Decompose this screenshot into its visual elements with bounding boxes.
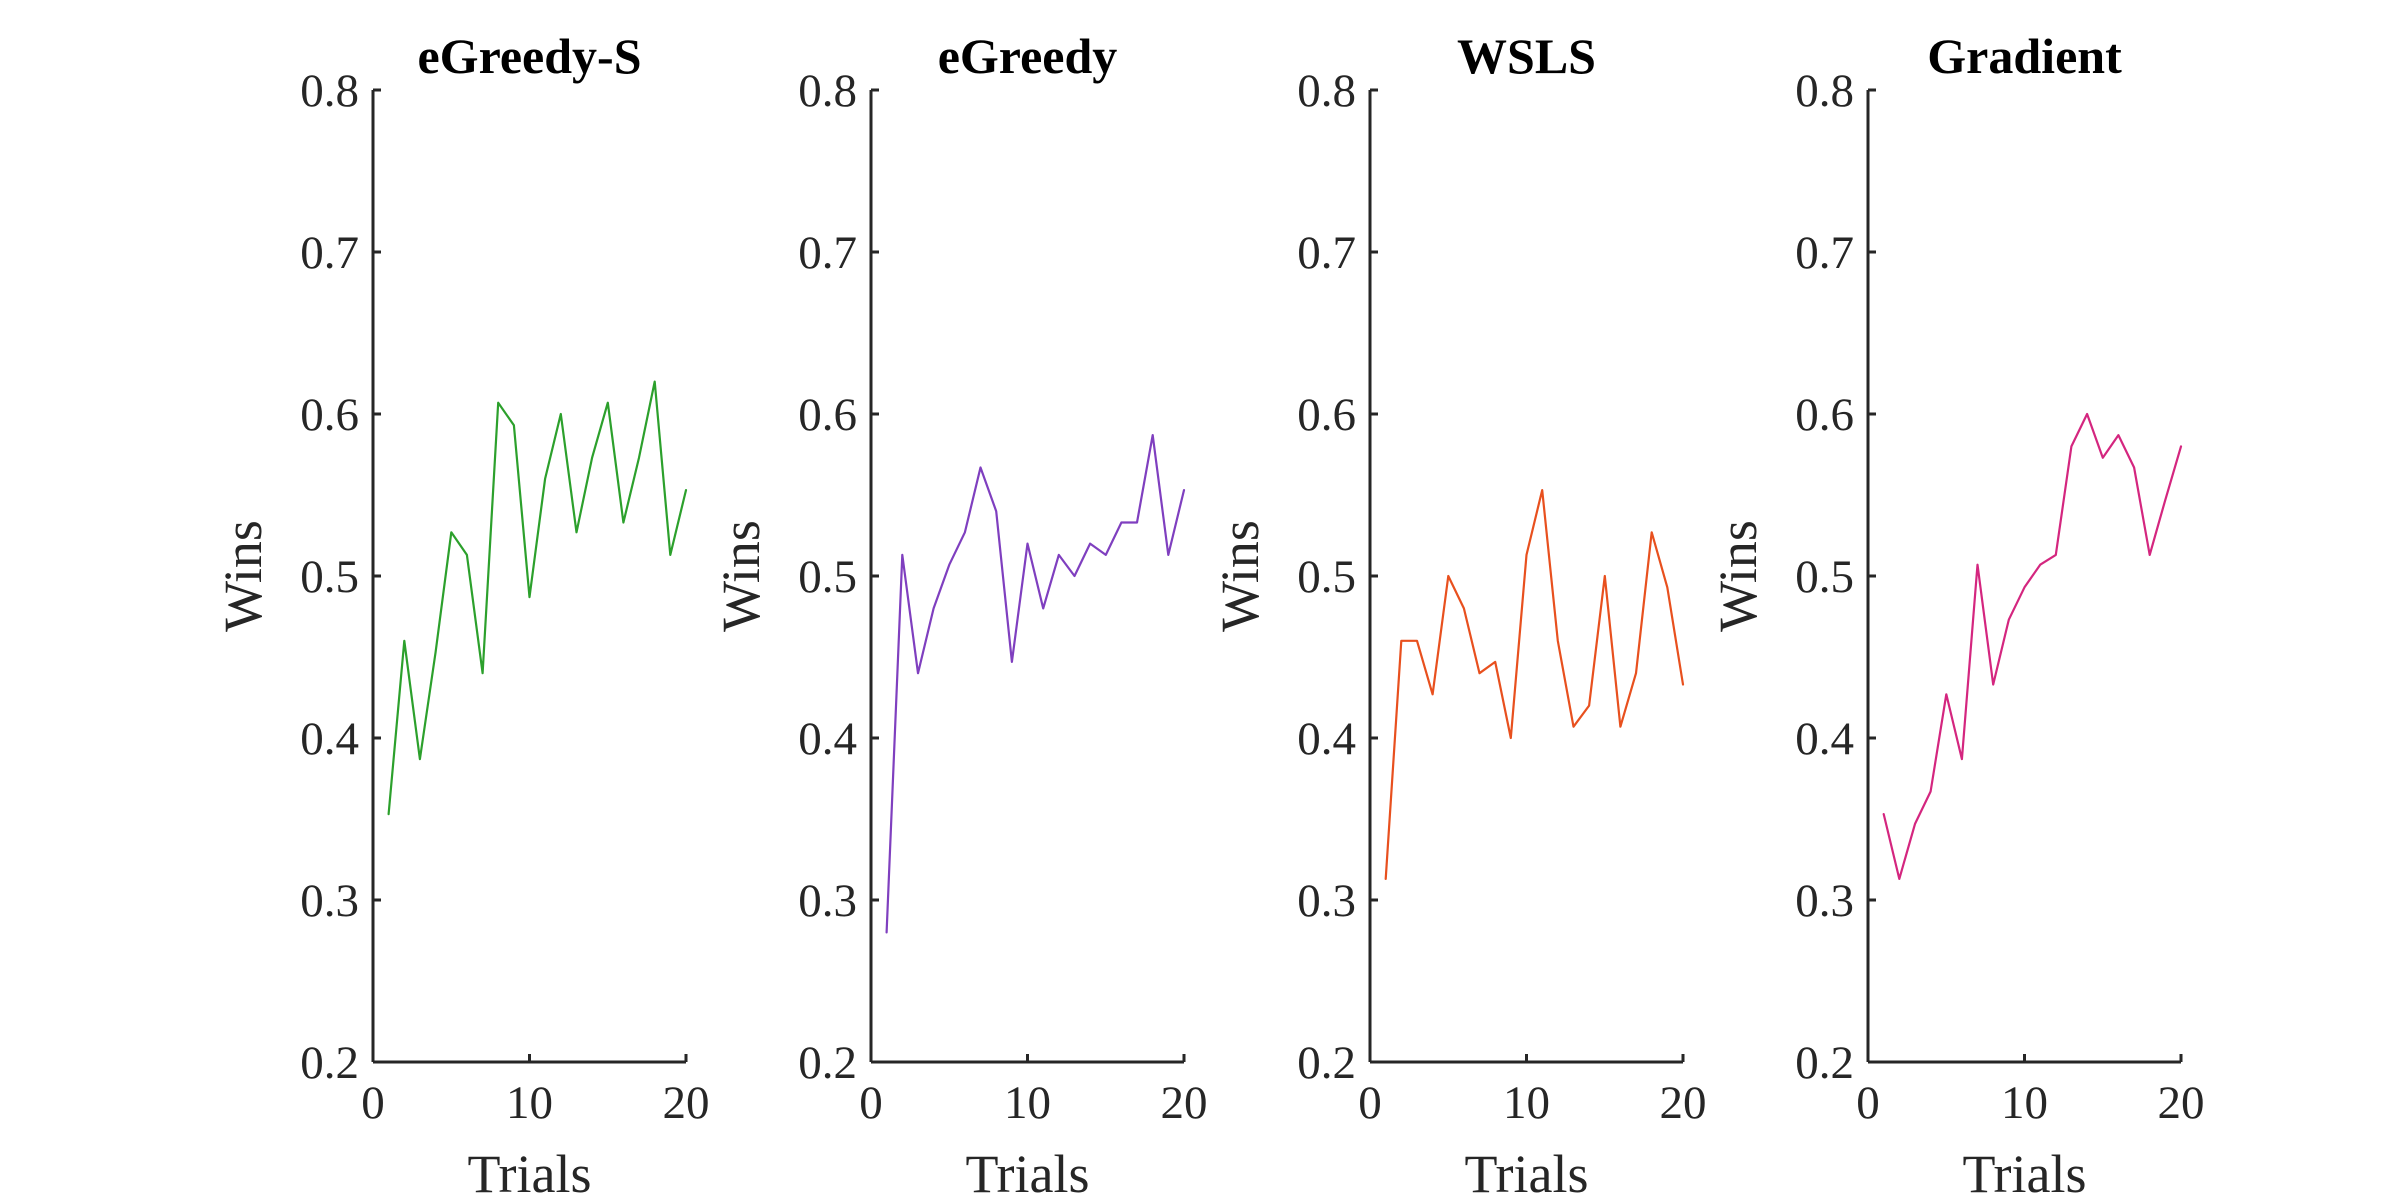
panel-3: WSLS 0.2 0.3 0.4 0.5 0.6 0.7 0.8 0 10 20 Trials Wins xyxy=(1210,28,1707,1200)
series-line xyxy=(387,380,688,816)
y-tick-label: 0.4 xyxy=(1297,713,1356,765)
y-tick-label: 0.4 xyxy=(798,713,857,765)
y-tick-label: 0.4 xyxy=(1795,713,1854,765)
x-tick-label: 0 xyxy=(1856,1077,1880,1129)
y-tick-label: 0.3 xyxy=(1297,875,1356,927)
y-tick-label: 0.2 xyxy=(798,1037,857,1089)
x-tick-label: 20 xyxy=(2158,1077,2205,1129)
panel-title: eGreedy-S xyxy=(417,28,641,84)
series-line xyxy=(1384,489,1685,881)
x-tick-label: 20 xyxy=(1660,1077,1707,1129)
panel-1: eGreedy-S 0.2 0.3 0.4 0.5 0.6 0.7 0.8 0 10 20 Trial… xyxy=(213,28,710,1200)
y-axis-label: Wins xyxy=(711,520,771,632)
y-tick-label: 0.8 xyxy=(798,65,857,117)
y-tick-label: 0.3 xyxy=(798,875,857,927)
y-axis-label: Wins xyxy=(213,520,273,632)
y-tick-label: 0.2 xyxy=(1297,1037,1356,1089)
x-tick-label: 20 xyxy=(1161,1077,1208,1129)
y-tick-label: 0.3 xyxy=(1795,875,1854,927)
y-tick-label: 0.7 xyxy=(798,227,857,279)
y-tick-label: 0.8 xyxy=(1795,65,1854,117)
x-tick-label: 10 xyxy=(1503,1077,1550,1129)
x-axis-label: Trials xyxy=(1962,1144,2086,1200)
y-tick-label: 0.8 xyxy=(300,65,359,117)
y-tick-label: 0.7 xyxy=(1297,227,1356,279)
x-tick-label: 10 xyxy=(2001,1077,2048,1129)
y-axis-label: Wins xyxy=(1210,520,1270,632)
x-tick-label: 20 xyxy=(663,1077,710,1129)
panel-title: WSLS xyxy=(1457,28,1596,84)
y-tick-label: 0.7 xyxy=(1795,227,1854,279)
panel-4: Gradient 0.2 0.3 0.4 0.5 0.6 0.7 0.8 0 10 20 Trials… xyxy=(1708,28,2205,1200)
series-line xyxy=(885,434,1186,934)
y-tick-label: 0.2 xyxy=(300,1037,359,1089)
y-tick-label: 0.2 xyxy=(1795,1037,1854,1089)
y-tick-label: 0.7 xyxy=(300,227,359,279)
y-tick-label: 0.6 xyxy=(1297,389,1356,441)
x-tick-label: 10 xyxy=(1004,1077,1051,1129)
y-tick-label: 0.6 xyxy=(300,389,359,441)
y-tick-label: 0.6 xyxy=(1795,389,1854,441)
x-tick-label: 10 xyxy=(506,1077,553,1129)
x-axis-label: Trials xyxy=(965,1144,1089,1200)
y-tick-label: 0.5 xyxy=(1297,551,1356,603)
panel-title: eGreedy xyxy=(938,28,1118,84)
y-tick-label: 0.6 xyxy=(798,389,857,441)
x-tick-label: 0 xyxy=(859,1077,883,1129)
x-axis-label: Trials xyxy=(1464,1144,1588,1200)
y-tick-label: 0.8 xyxy=(1297,65,1356,117)
x-tick-label: 0 xyxy=(361,1077,385,1129)
y-axis-label: Wins xyxy=(1708,520,1768,632)
y-tick-label: 0.5 xyxy=(300,551,359,603)
x-tick-label: 0 xyxy=(1358,1077,1382,1129)
y-tick-label: 0.5 xyxy=(1795,551,1854,603)
y-tick-label: 0.5 xyxy=(798,551,857,603)
series-line xyxy=(1882,412,2183,881)
panel-title: Gradient xyxy=(1927,28,2122,84)
x-axis-label: Trials xyxy=(467,1144,591,1200)
y-tick-label: 0.3 xyxy=(300,875,359,927)
y-tick-label: 0.4 xyxy=(300,713,359,765)
panel-2: eGreedy 0.2 0.3 0.4 0.5 0.6 0.7 0.8 0 10 20 Trials W… xyxy=(711,28,1208,1200)
